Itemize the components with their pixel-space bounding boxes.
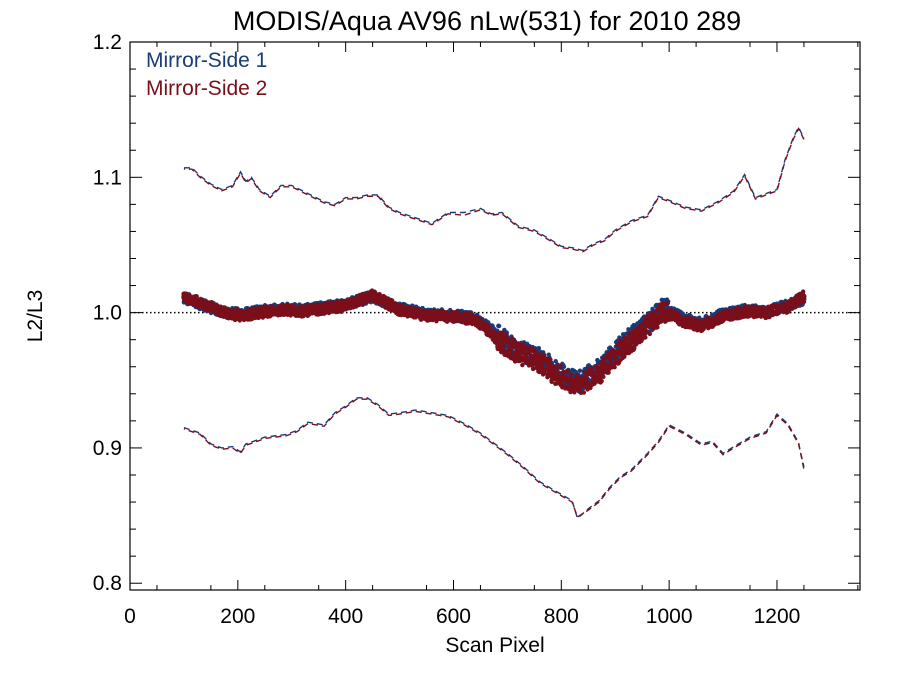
- series-1-point: [553, 358, 558, 364]
- series-1-point: [650, 306, 655, 312]
- x-axis-label: Scan Pixel: [445, 634, 544, 657]
- x-tick-label: 800: [544, 605, 579, 628]
- series-2-point: [552, 370, 557, 376]
- series-2-point: [557, 364, 563, 369]
- legend-mirror-side-1: Mirror-Side 1: [146, 49, 267, 72]
- series-2-point: [501, 343, 506, 349]
- y-tick-label: 1.2: [93, 31, 122, 54]
- series-2-point: [501, 339, 506, 344]
- y-tick-label: 0.9: [93, 437, 122, 460]
- y-axis-label: L2/L3: [24, 290, 47, 343]
- x-tick-label: 1200: [754, 605, 801, 628]
- series-2-point: [647, 331, 653, 337]
- series-2-point: [304, 303, 310, 308]
- series-2-point: [547, 358, 553, 364]
- x-tick-label: 0: [124, 605, 136, 628]
- series-2-point: [655, 325, 660, 330]
- series-2-point: [753, 305, 758, 310]
- series-2-point: [568, 389, 573, 395]
- series-2-point: [301, 313, 306, 319]
- series-2-point: [509, 336, 515, 341]
- series-2-point: [801, 294, 807, 300]
- series-1-point: [577, 368, 583, 373]
- series-2-point: [520, 362, 525, 368]
- series-2-point: [601, 374, 606, 380]
- x-tick-label: 200: [220, 605, 255, 628]
- series-2-point: [728, 308, 733, 314]
- series-2-point: [801, 299, 807, 304]
- series-2-point: [629, 340, 634, 345]
- x-tick-label: 1000: [646, 605, 693, 628]
- series-2-lower-line: [183, 398, 805, 518]
- series-2-point: [568, 372, 574, 377]
- plot-frame: [129, 41, 861, 591]
- x-tick-label: 400: [328, 605, 363, 628]
- x-axis: 0 200 400 600 800 1000 1200: [124, 42, 859, 628]
- series-2-point: [621, 339, 626, 344]
- series-2-point: [532, 359, 538, 364]
- series-2-point: [565, 368, 570, 374]
- series-2-point: [450, 309, 455, 315]
- series-2-point: [594, 363, 599, 369]
- series-2-point: [608, 357, 613, 362]
- chart-title: MODIS/Aqua AV96 nLw(531) for 2010 289: [233, 6, 741, 36]
- series-2-point: [390, 298, 395, 303]
- series-2-point: [606, 370, 611, 375]
- series-2-point: [504, 333, 509, 339]
- series-2-point: [194, 294, 199, 299]
- series-2-point: [599, 378, 604, 384]
- legend-mirror-side-2: Mirror-Side 2: [146, 77, 267, 100]
- series-2-points: [181, 288, 807, 395]
- series-1-point: [626, 327, 631, 332]
- series-2-point: [494, 336, 500, 342]
- series-2-point: [506, 338, 511, 343]
- series-2-point: [372, 289, 377, 294]
- series-2-point: [520, 350, 526, 356]
- series-2-point: [605, 362, 610, 367]
- plot-area: [130, 125, 860, 520]
- series-2-point: [572, 390, 577, 395]
- series-2-point: [624, 336, 630, 342]
- series-2-point: [556, 370, 561, 376]
- series-2-point: [510, 345, 515, 351]
- y-tick-label: 1.0: [93, 302, 122, 325]
- series-2-point: [543, 366, 548, 371]
- series-2-point: [583, 375, 588, 380]
- series-2-point: [443, 310, 448, 315]
- series-2-point: [643, 335, 648, 340]
- series-2-point: [767, 314, 772, 320]
- series-2-point: [643, 327, 648, 333]
- series-2-point: [787, 308, 792, 313]
- series-1-lower-line: [183, 397, 805, 520]
- y-tick-label: 1.1: [93, 166, 122, 189]
- series-1-point: [561, 364, 567, 369]
- series-1-point: [496, 323, 502, 329]
- series-2-point: [288, 313, 293, 318]
- series-2-point: [527, 348, 532, 353]
- series-1-upper-line: [183, 125, 805, 252]
- series-2-point: [571, 386, 576, 391]
- series-2-point: [514, 352, 519, 358]
- series-2-point: [530, 366, 536, 372]
- series-1-point: [536, 346, 542, 351]
- series-2-point: [613, 356, 618, 361]
- x-tick-label: 600: [436, 605, 471, 628]
- series-2-point: [619, 349, 624, 355]
- series-2-point: [542, 371, 547, 376]
- series-2-point: [612, 364, 617, 370]
- legend: Mirror-Side 1 Mirror-Side 2: [146, 49, 267, 100]
- series-2-point: [589, 366, 594, 371]
- series-2-point: [456, 310, 461, 315]
- y-axis: 0.8 0.9 1.0 1.1 1.2: [93, 31, 860, 595]
- series-2-point: [665, 300, 670, 306]
- y-tick-label: 0.8: [93, 572, 122, 595]
- series-2-point: [632, 345, 637, 351]
- series-2-point: [622, 354, 627, 359]
- series-2-point: [581, 390, 587, 395]
- series-2-point: [800, 289, 806, 294]
- series-2-point: [676, 311, 681, 316]
- series-2-upper-line: [183, 127, 805, 253]
